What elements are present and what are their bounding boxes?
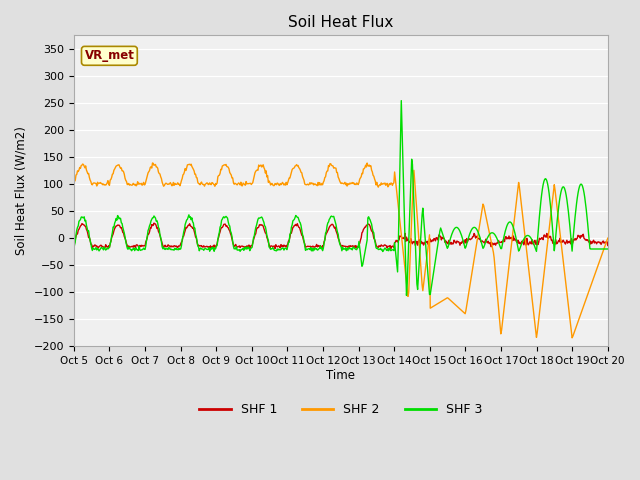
- X-axis label: Time: Time: [326, 369, 355, 382]
- Title: Soil Heat Flux: Soil Heat Flux: [288, 15, 394, 30]
- Text: VR_met: VR_met: [84, 49, 134, 62]
- Legend: SHF 1, SHF 2, SHF 3: SHF 1, SHF 2, SHF 3: [195, 398, 487, 421]
- Y-axis label: Soil Heat Flux (W/m2): Soil Heat Flux (W/m2): [15, 126, 28, 255]
